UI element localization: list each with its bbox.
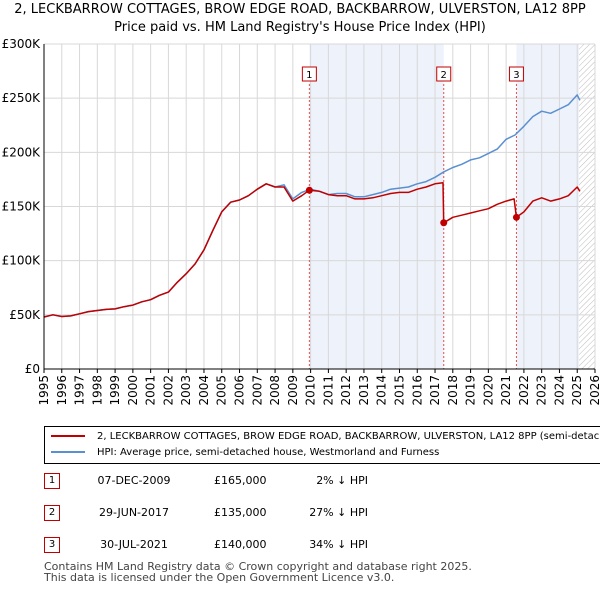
footer-licence: This data is licensed under the Open Gov… (44, 571, 395, 584)
x-tick-label: 2026 (588, 375, 600, 406)
y-tick-label: £200K (2, 145, 42, 159)
legend: 2, LECKBARROW COTTAGES, BROW EDGE ROAD, … (44, 426, 600, 464)
sale-point (440, 219, 448, 227)
x-tick-label: 1996 (55, 375, 69, 406)
x-tick-label: 1998 (90, 375, 104, 406)
sale-marker-box (508, 66, 524, 82)
footer-copyright: Contains HM Land Registry data © Crown c… (44, 560, 472, 573)
x-tick-label: 2025 (570, 375, 584, 406)
sale-date: 07-DEC-2009 (97, 474, 171, 487)
sale-marker-box (301, 66, 317, 82)
x-tick-label: 2010 (304, 375, 318, 406)
sale-number-badge: 1 (44, 473, 60, 489)
y-tick-label: £150K (2, 200, 42, 214)
chart-title: 2, LECKBARROW COTTAGES, BROW EDGE ROAD, … (14, 2, 586, 17)
legend-swatch-property (51, 435, 85, 437)
x-tick-label: 2019 (464, 375, 478, 406)
sale-date: 30-JUL-2021 (100, 538, 168, 551)
x-tick-label: 2018 (446, 375, 460, 406)
legend-label-hpi: HPI: Average price, semi-detached house,… (97, 447, 440, 458)
sale-point (512, 213, 520, 221)
x-tick-label: 2012 (339, 375, 353, 406)
y-tick-label: £100K (2, 254, 42, 268)
x-tick-label: 2023 (535, 375, 549, 406)
x-tick-label: 2002 (161, 375, 175, 406)
y-tick-label: £300K (2, 37, 42, 51)
x-tick-label: 2017 (428, 375, 442, 406)
y-tick-label: £250K (2, 91, 42, 105)
sale-marker-label: 3 (513, 70, 519, 81)
legend-item-hpi: HPI: Average price, semi-detached house,… (51, 447, 439, 461)
x-tick-label: 2024 (552, 375, 566, 406)
x-tick-label: 2011 (321, 375, 335, 406)
y-tick-label: £0 (25, 362, 40, 376)
x-tick-label: 2001 (144, 375, 158, 406)
sale-hpi-diff: 34% ↓ HPI (309, 538, 368, 551)
x-tick-label: 2016 (410, 375, 424, 406)
x-tick-label: 2007 (250, 375, 264, 406)
x-tick-label: 1995 (37, 375, 51, 406)
x-tick-label: 1997 (73, 375, 87, 406)
y-tick-label: £50K (9, 308, 41, 322)
sale-marker-label: 2 (441, 70, 447, 81)
legend-label-property: 2, LECKBARROW COTTAGES, BROW EDGE ROAD, … (97, 431, 600, 442)
x-tick-label: 2006 (233, 375, 247, 406)
x-tick-label: 2005 (215, 375, 229, 406)
sale-price: £140,000 (214, 538, 267, 551)
sale-price: £165,000 (214, 474, 267, 487)
x-tick-label: 1999 (108, 375, 122, 406)
sale-date: 29-JUN-2017 (98, 506, 170, 519)
x-tick-label: 2014 (375, 375, 389, 406)
chart-subtitle: Price paid vs. HM Land Registry's House … (114, 20, 486, 35)
sale-number-badge: 2 (44, 505, 60, 521)
property-price-line (43, 181, 581, 318)
sale-number-badge: 3 (44, 537, 60, 553)
legend-swatch-hpi (51, 451, 85, 453)
x-tick-label: 2021 (499, 375, 513, 406)
x-tick-label: 2009 (286, 375, 300, 406)
x-tick-label: 2004 (197, 375, 211, 406)
x-tick-label: 2003 (179, 375, 193, 406)
footer: Contains HM Land Registry data © Crown c… (44, 561, 472, 583)
sale-point (305, 186, 313, 194)
x-tick-label: 2020 (481, 375, 495, 406)
x-tick-label: 2015 (392, 375, 406, 406)
sale-hpi-diff: 2% ↓ HPI (316, 474, 368, 487)
sale-price: £135,000 (214, 506, 267, 519)
sale-marker-box (436, 66, 452, 82)
sale-marker-label: 1 (306, 70, 312, 81)
x-tick-label: 2000 (126, 375, 140, 406)
x-tick-label: 2013 (357, 375, 371, 406)
x-tick-label: 2008 (268, 375, 282, 406)
x-tick-label: 2022 (517, 375, 531, 406)
legend-item-property: 2, LECKBARROW COTTAGES, BROW EDGE ROAD, … (51, 431, 600, 445)
sale-hpi-diff: 27% ↓ HPI (309, 506, 368, 519)
